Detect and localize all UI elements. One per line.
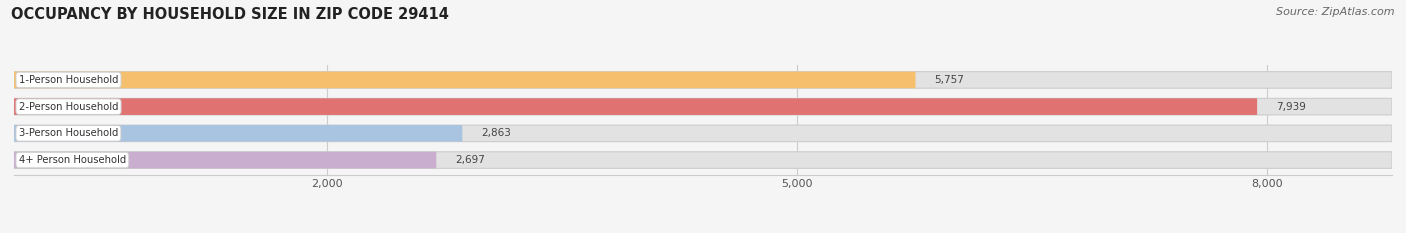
FancyBboxPatch shape <box>14 98 1257 115</box>
Text: OCCUPANCY BY HOUSEHOLD SIZE IN ZIP CODE 29414: OCCUPANCY BY HOUSEHOLD SIZE IN ZIP CODE … <box>11 7 449 22</box>
Text: 5,757: 5,757 <box>934 75 965 85</box>
FancyBboxPatch shape <box>14 72 1392 88</box>
FancyBboxPatch shape <box>14 152 1392 168</box>
Text: Source: ZipAtlas.com: Source: ZipAtlas.com <box>1277 7 1395 17</box>
FancyBboxPatch shape <box>14 125 1392 142</box>
FancyBboxPatch shape <box>14 152 436 168</box>
Text: 2-Person Household: 2-Person Household <box>18 102 118 112</box>
FancyBboxPatch shape <box>14 125 463 142</box>
Text: 4+ Person Household: 4+ Person Household <box>18 155 127 165</box>
Text: 3-Person Household: 3-Person Household <box>18 128 118 138</box>
Text: 7,939: 7,939 <box>1275 102 1306 112</box>
Text: 2,863: 2,863 <box>481 128 510 138</box>
FancyBboxPatch shape <box>14 98 1392 115</box>
FancyBboxPatch shape <box>14 72 915 88</box>
Text: 1-Person Household: 1-Person Household <box>18 75 118 85</box>
Text: 2,697: 2,697 <box>456 155 485 165</box>
